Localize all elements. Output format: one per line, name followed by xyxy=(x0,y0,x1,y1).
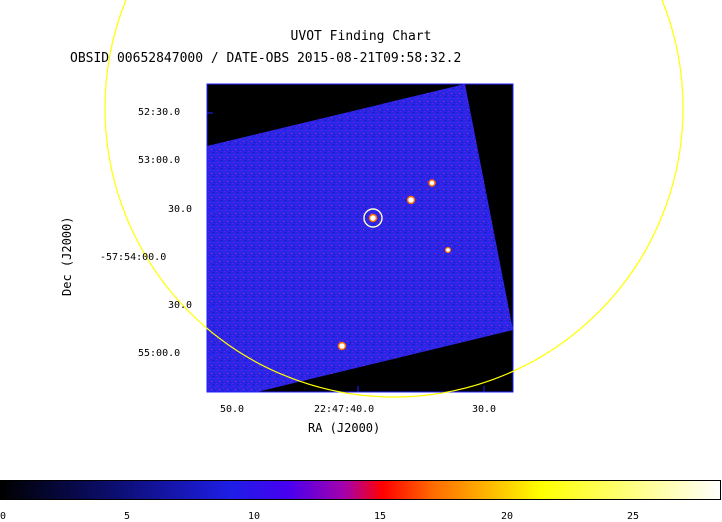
y-tick-label: 52:30.0 xyxy=(138,107,181,118)
x-tick-label: 22:47:40.0 xyxy=(314,404,375,415)
sky-exposure xyxy=(207,84,513,392)
colorbar-tick-label: 15 xyxy=(374,511,387,522)
y-tick-label: -57:54:00.0 xyxy=(100,252,167,263)
star xyxy=(428,179,436,187)
frame-ticks xyxy=(207,112,485,392)
colorbar-tick-label: 25 xyxy=(627,511,640,522)
star xyxy=(406,195,416,205)
colorbar xyxy=(0,480,721,500)
error-circle xyxy=(104,0,684,398)
image-frame xyxy=(206,83,514,393)
star xyxy=(444,246,452,254)
x-tick-label: 50.0 xyxy=(220,404,245,415)
chart-subtitle: OBSID 00652847000 / DATE-OBS 2015-08-21T… xyxy=(70,51,462,66)
y-tick-label: 53:00.0 xyxy=(138,155,181,166)
y-tick-label: 55:00.0 xyxy=(138,348,181,359)
colorbar-tick-label: 20 xyxy=(501,511,514,522)
x-tick-label: 30.0 xyxy=(472,404,497,415)
y-tick-label: 30.0 xyxy=(168,300,193,311)
image-panel xyxy=(206,83,514,393)
colorbar-tick-label: 0 xyxy=(0,511,7,522)
y-tick-label: 30.0 xyxy=(168,204,193,215)
colorbar-gradient xyxy=(0,480,721,500)
star-target xyxy=(368,213,378,223)
colorbar-tick-label: 10 xyxy=(248,511,261,522)
chart-title: UVOT Finding Chart xyxy=(290,29,432,44)
target-marker-circle xyxy=(363,208,383,228)
colorbar-border xyxy=(0,480,721,500)
colorbar-tick-label: 5 xyxy=(124,511,131,522)
x-axis-label: RA (J2000) xyxy=(308,421,381,435)
star xyxy=(337,341,347,351)
y-axis-label: Dec (J2000) xyxy=(60,216,74,296)
